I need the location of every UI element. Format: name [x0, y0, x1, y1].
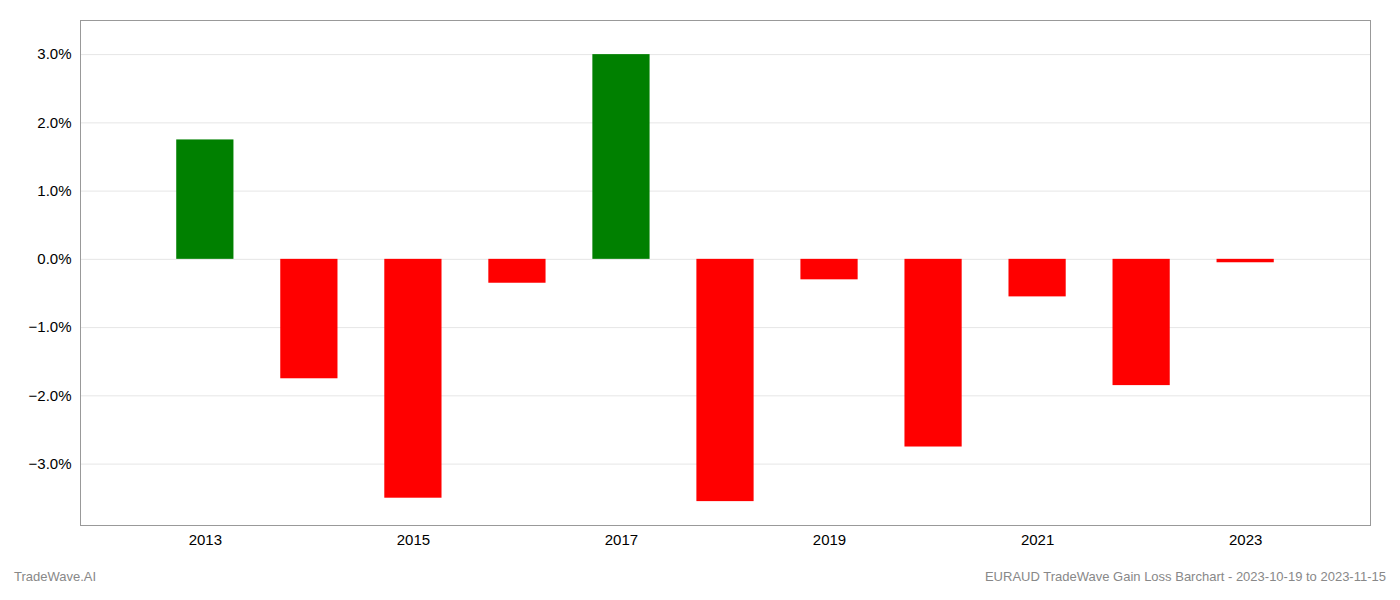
svg-text:2013: 2013: [189, 531, 222, 548]
html-text:TradeWave.AI: TradeWave.AI: [14, 569, 97, 584]
svg-text:2021: 2021: [1021, 531, 1054, 548]
svg-text:−1.0%: −1.0%: [29, 318, 72, 335]
svg-text:2015: 2015: [397, 531, 430, 548]
svg-text:2023: 2023: [1229, 531, 1262, 548]
svg-text:0.0%: 0.0%: [37, 250, 71, 267]
svg-text:−2.0%: −2.0%: [29, 387, 72, 404]
svg-text:2019: 2019: [813, 531, 846, 548]
svg-text:2017: 2017: [605, 531, 638, 548]
html-text:EURAUD TradeWave Gain Loss Bar: EURAUD TradeWave Gain Loss Barchart - 20…: [985, 569, 1386, 584]
svg-text:1.0%: 1.0%: [37, 182, 71, 199]
svg-text:2.0%: 2.0%: [37, 114, 71, 131]
svg-text:3.0%: 3.0%: [37, 45, 71, 62]
svg-text:−3.0%: −3.0%: [29, 455, 72, 472]
